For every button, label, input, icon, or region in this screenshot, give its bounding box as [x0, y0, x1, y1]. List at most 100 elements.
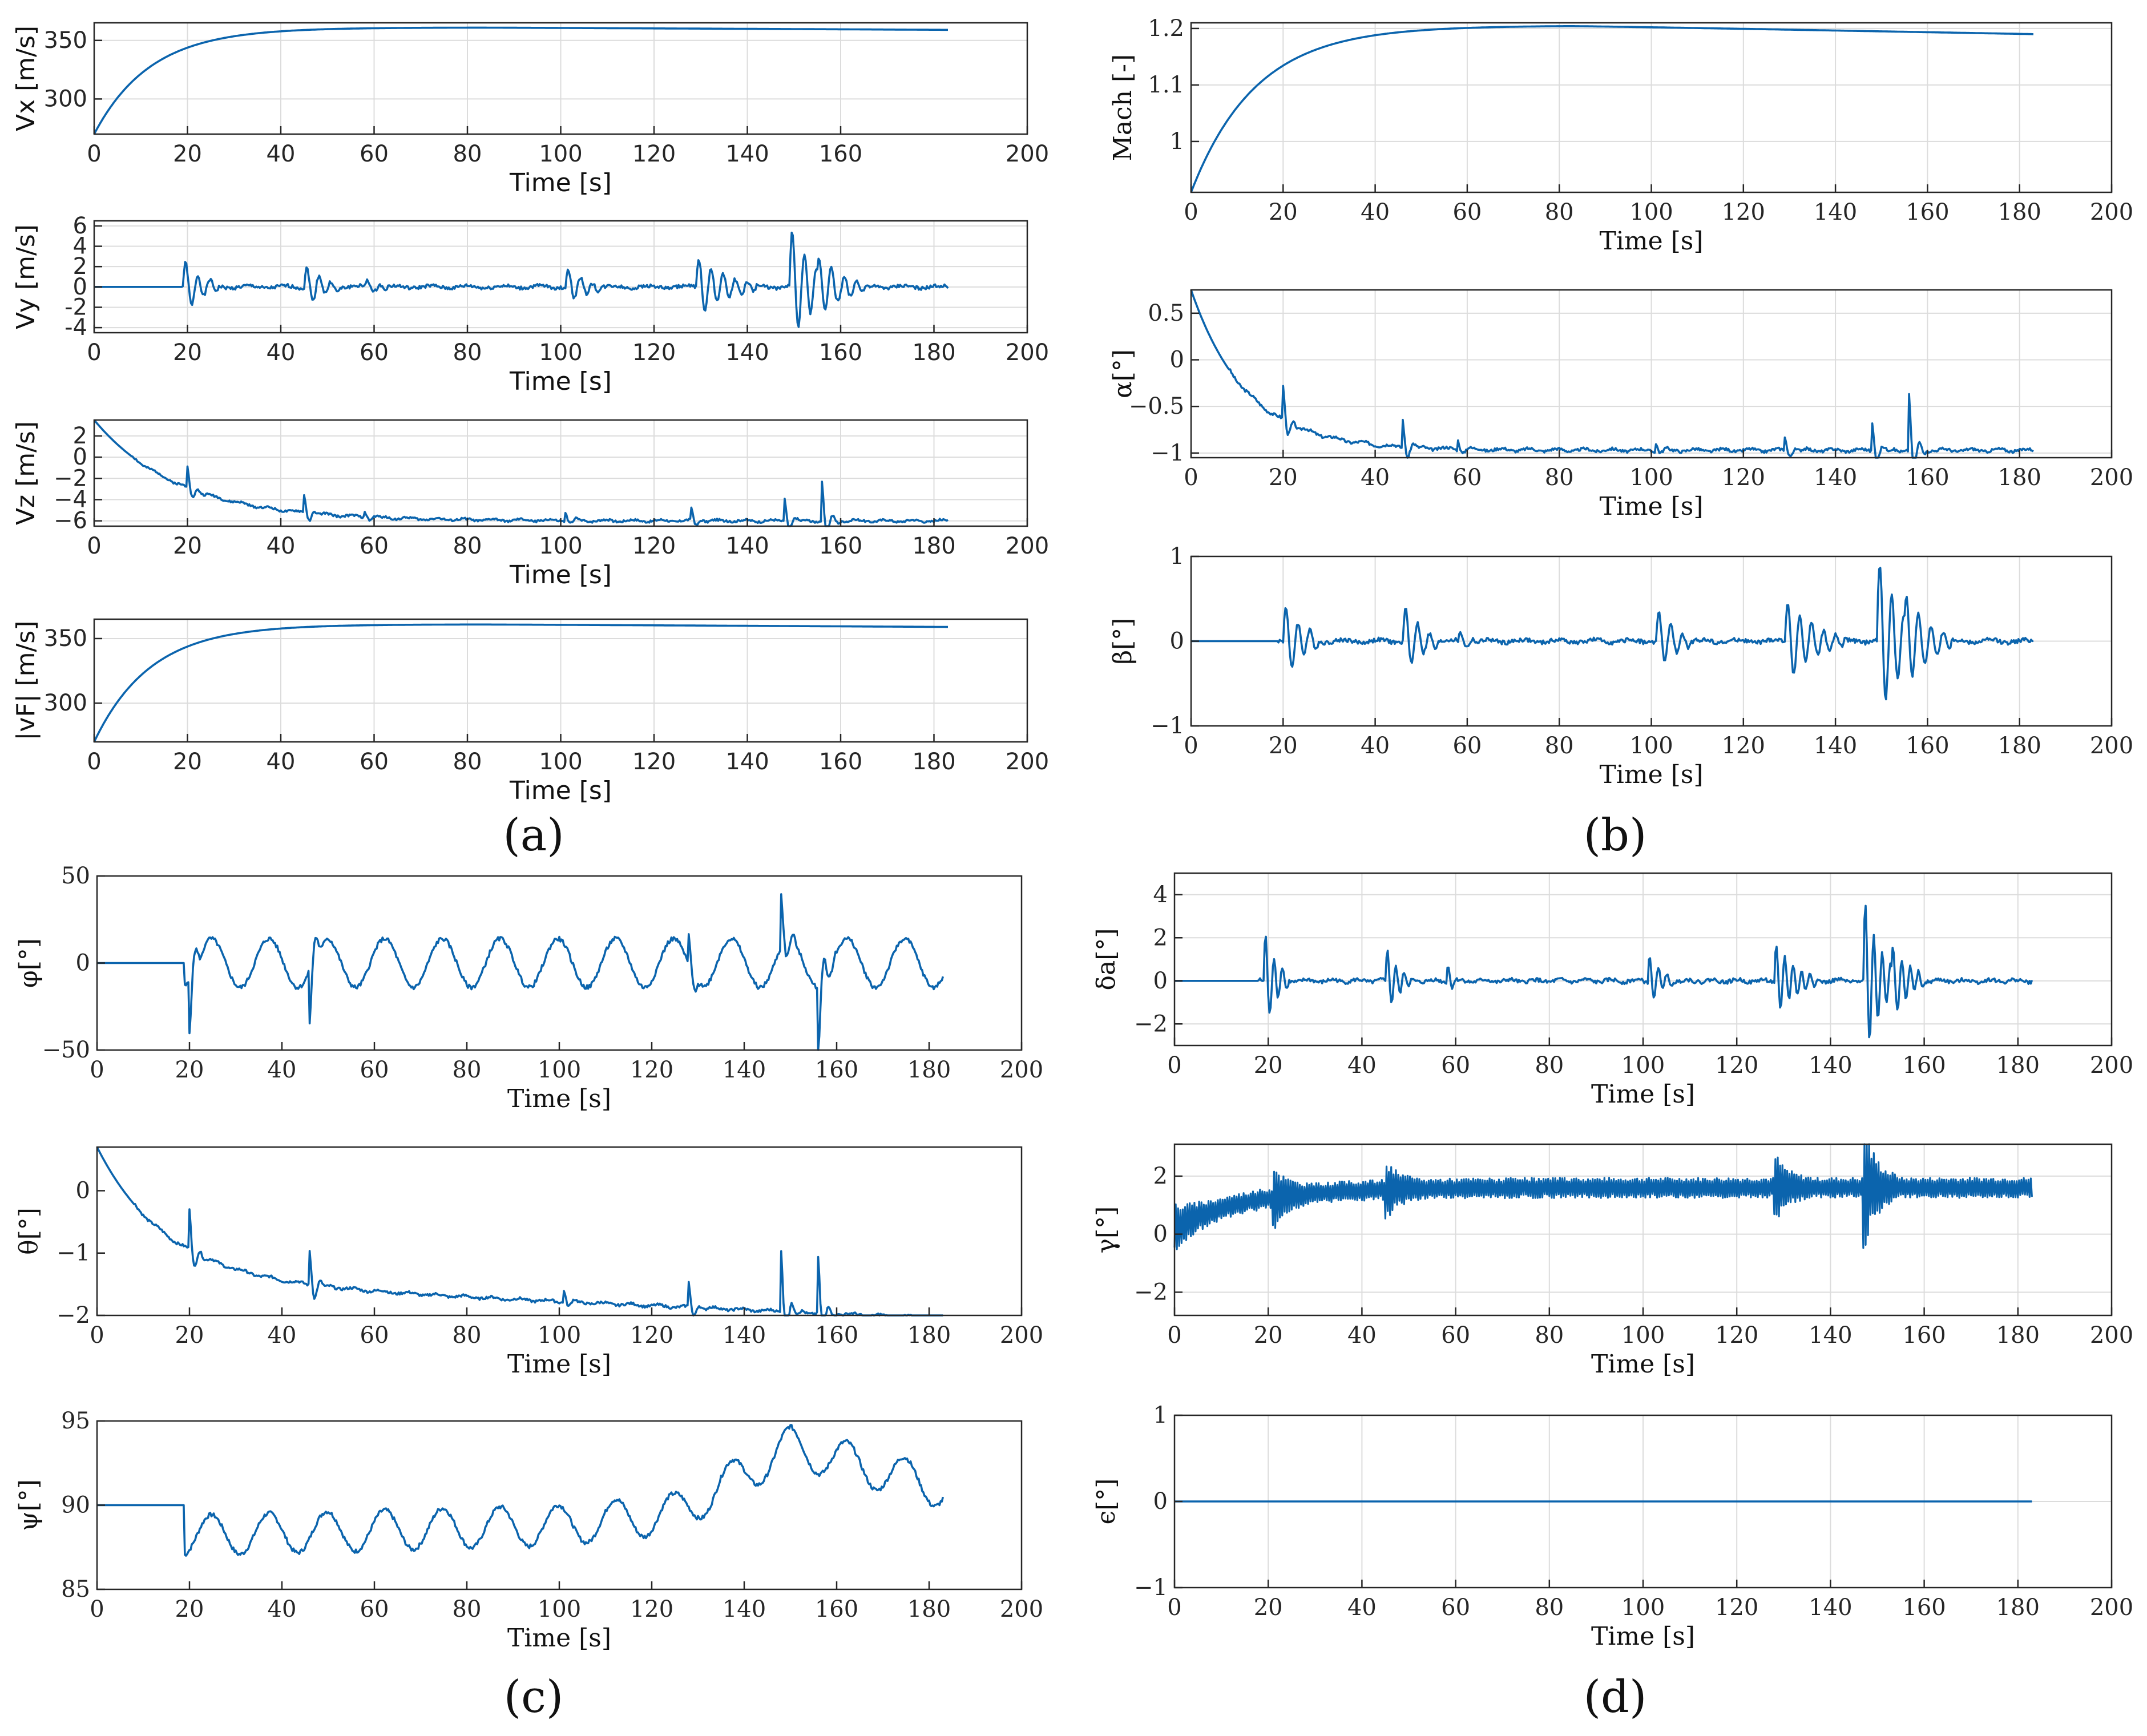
chart-theta: 0 20 40 60 80 100 120 140 160 180 200 −2 −1 0 Time [s]…	[14, 1146, 1043, 1379]
xtick-label-theta-7: 140	[723, 1322, 766, 1349]
ytick-label-vy-4: 4	[73, 233, 87, 260]
ytick-label-vy-2: 0	[73, 274, 87, 300]
xtick-label-epsilon-10: 200	[2090, 1594, 2133, 1621]
xtick-label-gamma-6: 120	[1715, 1322, 1758, 1349]
xtick-label-psi-6: 120	[630, 1596, 673, 1622]
xtick-label-delta_a-10: 200	[2090, 1052, 2133, 1079]
xtick-label-vx-3: 60	[360, 141, 389, 167]
chart-gamma: 0 20 40 60 80 100 120 140 160 180 200 −2 0 2 Time [s] γ…	[1092, 1143, 2133, 1379]
xtick-label-beta-6: 120	[1722, 733, 1765, 759]
xtick-label-vz-10: 200	[1006, 533, 1049, 559]
xtick-label-vz-6: 120	[632, 533, 676, 559]
xtick-label-vy-3: 60	[360, 340, 389, 366]
ytick-label-phi-2: 50	[61, 863, 90, 889]
xtick-label-alpha-0: 0	[1184, 465, 1198, 491]
ytick-label-beta-2: 1	[1170, 543, 1184, 570]
xtick-label-alpha-5: 100	[1629, 465, 1673, 491]
xtick-label-gamma-4: 80	[1535, 1322, 1564, 1349]
xtick-label-vz-0: 0	[87, 533, 101, 559]
ytick-label-vy-5: 6	[73, 213, 87, 239]
xlabel-delta_a: Time [s]	[1591, 1080, 1695, 1109]
axes-box-theta	[96, 1146, 1023, 1317]
xtick-label-vf-7: 140	[725, 749, 769, 775]
xtick-label-vy-8: 160	[819, 340, 862, 366]
ytick-label-psi-0: 85	[61, 1576, 90, 1602]
series-line-vy	[94, 231, 949, 328]
xtick-label-psi-3: 60	[360, 1596, 389, 1622]
xtick-label-alpha-1: 20	[1269, 465, 1298, 491]
axes-box-phi	[96, 875, 1023, 1051]
xtick-label-phi-9: 180	[907, 1057, 951, 1083]
xlabel-vy: Time [s]	[509, 367, 612, 396]
xtick-label-gamma-3: 60	[1441, 1322, 1470, 1349]
xtick-label-beta-4: 80	[1545, 733, 1574, 759]
xtick-label-gamma-7: 140	[1809, 1322, 1852, 1349]
xtick-label-theta-6: 120	[630, 1322, 673, 1349]
xtick-label-vx-8: 160	[819, 141, 862, 167]
ytick-label-psi-2: 95	[61, 1408, 90, 1434]
xtick-label-vf-4: 80	[453, 749, 482, 775]
xtick-label-theta-10: 200	[1000, 1322, 1043, 1349]
panel-label-c: (c)	[504, 1672, 564, 1723]
xtick-label-theta-5: 100	[538, 1322, 581, 1349]
xtick-label-vy-10: 200	[1006, 340, 1049, 366]
xtick-label-epsilon-1: 20	[1254, 1594, 1283, 1621]
xtick-label-vf-9: 180	[912, 749, 955, 775]
ytick-label-vz-1: −4	[54, 487, 87, 513]
ytick-label-phi-1: 0	[76, 950, 90, 976]
xtick-label-vf-10: 200	[1006, 749, 1049, 775]
xtick-label-theta-3: 60	[360, 1322, 389, 1349]
xtick-label-vx-5: 100	[539, 141, 582, 167]
series-line-delta_a	[1175, 905, 2033, 1039]
xtick-label-mach-5: 100	[1629, 199, 1673, 225]
xtick-label-theta-2: 40	[268, 1322, 297, 1349]
xtick-label-epsilon-8: 160	[1902, 1594, 1946, 1621]
xtick-label-gamma-10: 200	[2090, 1322, 2133, 1349]
xtick-label-phi-10: 200	[1000, 1057, 1043, 1083]
xtick-label-vx-7: 140	[725, 141, 769, 167]
xtick-label-delta_a-8: 160	[1902, 1052, 1946, 1079]
xtick-label-vx-4: 80	[453, 141, 482, 167]
xtick-label-vf-6: 120	[632, 749, 676, 775]
xtick-label-psi-8: 160	[815, 1596, 858, 1622]
xtick-label-vy-0: 0	[87, 340, 101, 366]
ytick-label-delta_a-0: −2	[1134, 1011, 1168, 1037]
ytick-label-vf-1: 350	[44, 625, 87, 652]
ylabel-vy: Vy [m/s]	[11, 224, 41, 329]
xtick-label-vz-4: 80	[453, 533, 482, 559]
ytick-label-gamma-0: −2	[1134, 1279, 1168, 1305]
xlabel-vf: Time [s]	[509, 776, 612, 805]
xtick-label-epsilon-5: 100	[1621, 1594, 1665, 1621]
ytick-label-delta_a-3: 4	[1153, 882, 1168, 908]
xtick-label-mach-6: 120	[1722, 199, 1765, 225]
xtick-label-delta_a-0: 0	[1167, 1052, 1181, 1079]
ytick-label-alpha-2: 0	[1170, 347, 1184, 373]
xtick-label-alpha-3: 60	[1452, 465, 1482, 491]
chart-mach: 0 20 40 60 80 100 120 140 160 180 200 1 1.1 1.2 Time […	[1108, 15, 2133, 256]
series-line-vz	[93, 419, 949, 527]
xtick-label-delta_a-9: 180	[1996, 1052, 2040, 1079]
xtick-label-psi-7: 140	[723, 1596, 766, 1622]
xtick-label-delta_a-3: 60	[1441, 1052, 1470, 1079]
ytick-label-beta-0: −1	[1151, 713, 1184, 739]
xtick-label-vy-4: 80	[453, 340, 482, 366]
xtick-label-psi-2: 40	[268, 1596, 297, 1622]
panel-label-a: (a)	[503, 810, 564, 861]
xtick-label-vz-9: 180	[912, 533, 955, 559]
xtick-label-vz-8: 160	[819, 533, 862, 559]
chart-alpha: 0 20 40 60 80 100 120 140 160 180 200 −1 −0.5 0 0.5 Tim…	[1108, 289, 2133, 521]
xtick-label-psi-0: 0	[90, 1596, 104, 1622]
xtick-label-vf-2: 40	[267, 749, 296, 775]
ytick-label-delta_a-2: 2	[1153, 924, 1168, 951]
xtick-label-delta_a-1: 20	[1254, 1052, 1283, 1079]
xtick-label-delta_a-2: 40	[1347, 1052, 1377, 1079]
xlabel-gamma: Time [s]	[1591, 1350, 1695, 1379]
series-line-mach	[1190, 25, 2033, 193]
ylabel-vf: |vF| [m/s]	[11, 621, 41, 741]
ytick-label-gamma-1: 0	[1153, 1221, 1168, 1248]
xtick-label-theta-9: 180	[907, 1322, 951, 1349]
xtick-label-theta-4: 80	[453, 1322, 482, 1349]
ylabel-phi: φ[°]	[14, 938, 43, 988]
